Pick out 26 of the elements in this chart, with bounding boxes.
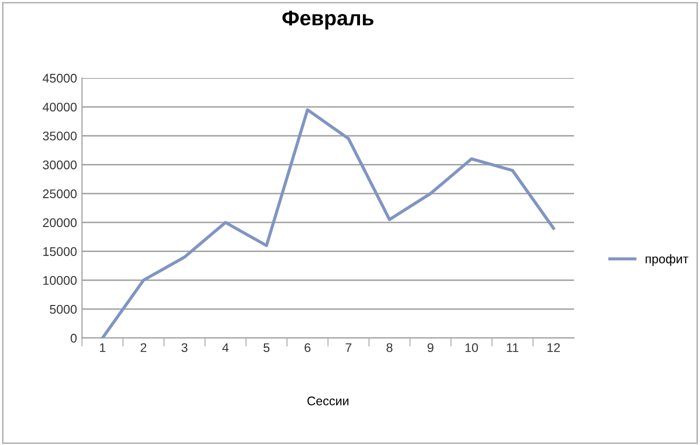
y-tick-label: 0 bbox=[70, 334, 77, 343]
x-tick-label: 8 bbox=[386, 343, 392, 352]
x-tick-label: 7 bbox=[346, 343, 352, 352]
x-tick-label: 9 bbox=[428, 343, 434, 352]
x-tick-label: 3 bbox=[182, 343, 188, 352]
x-tick-label: 12 bbox=[548, 343, 560, 352]
y-tick-label: 45000 bbox=[42, 74, 77, 83]
x-tick-label: 5 bbox=[264, 343, 270, 352]
y-tick-label: 15000 bbox=[43, 247, 77, 256]
line-series bbox=[100, 108, 556, 338]
y-tick-label: 25000 bbox=[43, 189, 77, 198]
y-tick-label: 35000 bbox=[42, 132, 77, 140]
x-tick-label: 4 bbox=[222, 343, 229, 352]
y-tick-label: 5000 bbox=[50, 304, 77, 314]
x-tick-label: 6 bbox=[304, 343, 310, 352]
legend-label: профит bbox=[646, 254, 688, 266]
x-axis-title: Сессии bbox=[307, 396, 348, 406]
y-tick-label: 20000 bbox=[43, 218, 77, 228]
y-tick-label: 10000 bbox=[43, 276, 77, 285]
x-tick-label: 10 bbox=[466, 343, 478, 352]
x-tick-label: 11 bbox=[506, 343, 518, 352]
x-tick-label: 2 bbox=[140, 343, 146, 352]
x-tick-label: 1 bbox=[100, 343, 106, 352]
y-tick-label: 40000 bbox=[42, 102, 77, 112]
y-tick-label: 30000 bbox=[42, 160, 77, 170]
chart-title: Февраль bbox=[282, 10, 374, 30]
